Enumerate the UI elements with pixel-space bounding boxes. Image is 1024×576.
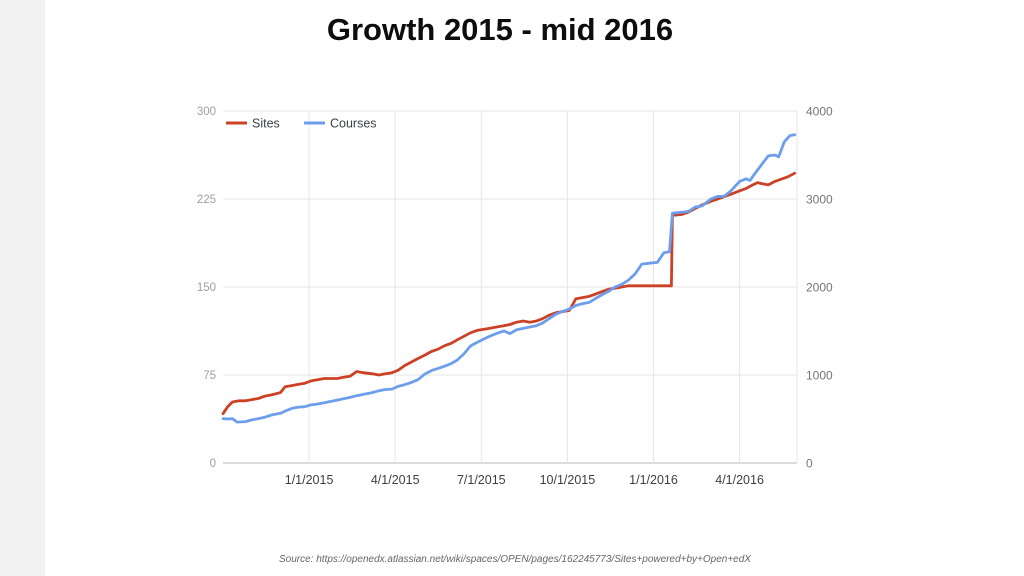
x-axis-tick: 7/1/2015 (457, 473, 506, 487)
y-axis-left-tick: 225 (197, 194, 216, 206)
y-axis-left-tick: 150 (197, 282, 216, 294)
x-axis-tick: 4/1/2015 (371, 473, 420, 487)
y-axis-right-tick: 1000 (806, 369, 833, 383)
source-attribution: Source: https://openedx.atlassian.net/wi… (279, 554, 751, 565)
series-line-courses (221, 133, 797, 424)
legend-label-courses: Courses (330, 117, 377, 131)
slide-left-margin (0, 0, 45, 576)
y-axis-right-tick: 0 (806, 457, 813, 471)
x-axis-tick: 4/1/2016 (715, 473, 764, 487)
x-axis-tick: 1/1/2015 (285, 473, 334, 487)
y-axis-right-tick: 4000 (806, 105, 833, 119)
y-axis-right-tick: 3000 (806, 193, 833, 207)
legend-label-sites: Sites (252, 117, 280, 131)
y-axis-left-tick: 0 (210, 458, 216, 470)
y-axis-left-tick: 300 (197, 106, 216, 118)
y-axis-left-tick: 75 (203, 370, 216, 382)
growth-chart: 300 4000 225 3000 150 2000 75 1000 0 0 1/1/2015 4/1… (180, 88, 840, 500)
x-axis-tick: 10/1/2015 (540, 473, 596, 487)
page-title: Growth 2015 - mid 2016 (326, 12, 674, 47)
chart-canvas: 300 4000 225 3000 150 2000 75 1000 0 0 1/1/2015 4/1… (197, 105, 833, 488)
x-axis-tick: 1/1/2016 (629, 473, 678, 487)
y-axis-right-tick: 2000 (806, 281, 833, 295)
